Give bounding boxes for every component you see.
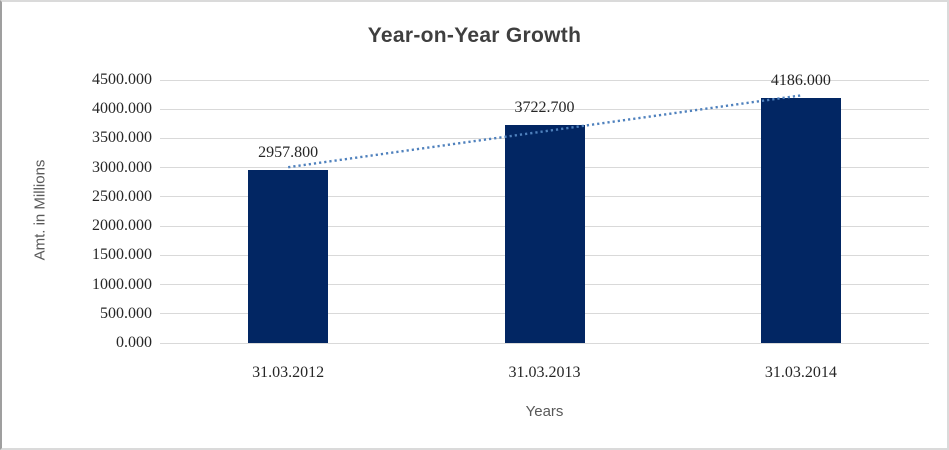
y-tick-label: 1000.000: [92, 275, 152, 293]
gridline: [160, 342, 929, 344]
y-tick-label: 2000.000: [92, 217, 152, 235]
y-tick-label: 1500.000: [92, 246, 152, 264]
x-category-label: 31.03.2014: [764, 364, 837, 381]
bar[interactable]: [248, 170, 329, 343]
x-category-label: 31.03.2012: [252, 364, 325, 381]
bar[interactable]: [504, 125, 585, 343]
x-axis-title: Years: [525, 403, 564, 420]
bar-data-label: 3722.700: [514, 99, 575, 117]
y-tick-label: 3000.000: [92, 158, 152, 176]
x-category-label: 31.03.2013: [508, 364, 581, 381]
y-tick-label: 3500.000: [92, 129, 152, 147]
y-tick-label: 500.000: [100, 304, 152, 322]
y-tick-label: 2500.000: [92, 187, 152, 205]
bar-data-label: 4186.000: [770, 72, 831, 90]
gridline: [160, 79, 929, 81]
chart-title: Year-on-Year Growth: [367, 24, 582, 47]
bar-data-label: 2957.800: [258, 144, 319, 162]
y-tick-label: 0.000: [116, 334, 152, 351]
y-tick-label: 4500.000: [92, 71, 152, 88]
bar[interactable]: [760, 98, 841, 343]
y-tick-label: 4000.000: [92, 100, 152, 118]
